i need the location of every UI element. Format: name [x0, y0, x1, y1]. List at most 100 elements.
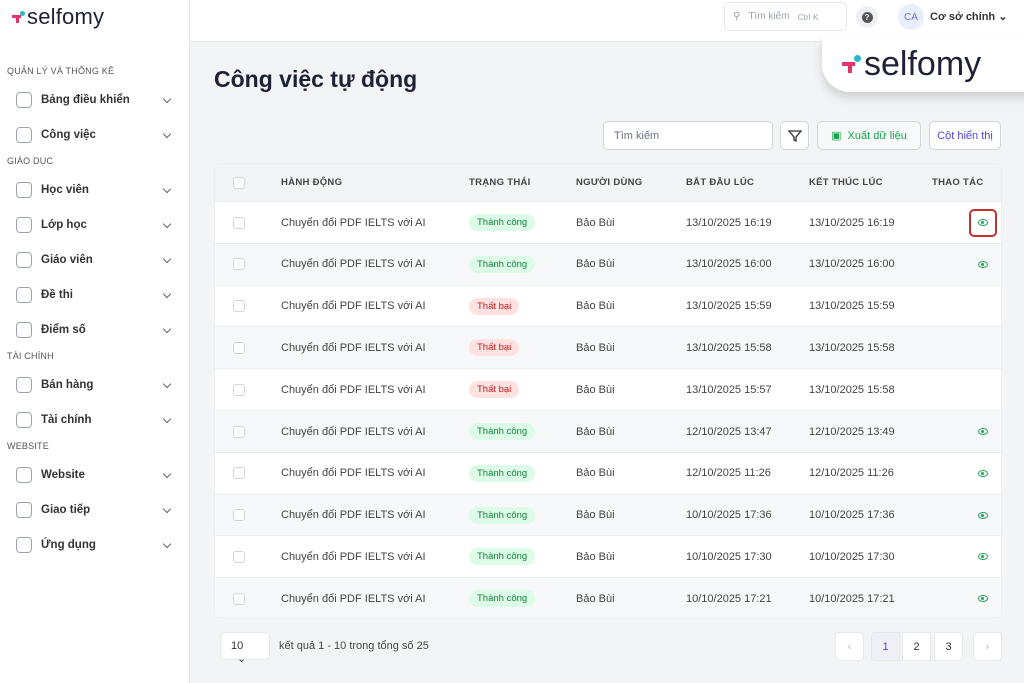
avatar[interactable]: CA: [898, 4, 924, 30]
sidebar-item[interactable]: Công việc: [16, 124, 174, 146]
user-cell: Bảo Bùi: [576, 300, 615, 313]
start-cell: 13/10/2025 15:58: [686, 341, 772, 354]
table-row: Chuyển đổi PDF IELTS với AI Thành công B…: [215, 535, 1001, 577]
eye-icon: [978, 219, 988, 226]
sidebar-item[interactable]: Bán hàng: [16, 374, 174, 396]
logo[interactable]: selfomy: [12, 4, 104, 30]
row-checkbox[interactable]: [233, 550, 245, 563]
table-row: Chuyển đổi PDF IELTS với AI Thất bại Bảo…: [215, 368, 1001, 410]
sidebar-item[interactable]: Học viên: [16, 179, 174, 201]
file-export-icon: ▣: [831, 130, 842, 142]
sidebar-item[interactable]: Đề thi: [16, 284, 174, 306]
help-button[interactable]: ?: [856, 6, 878, 28]
table-header: HÀNH ĐỘNG TRẠNG THÁI NGƯỜI DÙNG BẮT ĐẦU …: [215, 164, 1001, 201]
branch-selector[interactable]: Cơ sở chính ⌄: [930, 11, 1008, 23]
col-start: BẮT ĐẦU LÚC: [686, 177, 755, 188]
table-search-input[interactable]: Tìm kiếm: [603, 121, 773, 150]
task-icon: [16, 127, 32, 143]
exam-icon: [16, 287, 32, 303]
status-badge: Thành công: [469, 423, 536, 440]
sidebar-item[interactable]: Giao tiếp: [16, 499, 174, 521]
result-count: kết quả 1 - 10 trong tổng số 25: [279, 640, 429, 652]
sidebar-item[interactable]: Bảng điều khiển: [16, 89, 174, 111]
chevron-down-icon: [162, 539, 172, 548]
columns-button[interactable]: Cột hiển thị: [929, 121, 1001, 150]
next-page-button[interactable]: ›: [973, 632, 1002, 661]
chevron-down-icon: [162, 184, 172, 193]
table-row: Chuyển đổi PDF IELTS với AI Thành công B…: [215, 242, 1001, 285]
user-cell: Bảo Bùi: [576, 592, 615, 605]
global-search[interactable]: ⚲ Tìm kiếm Ctrl K: [724, 2, 847, 31]
sidebar-section-title: WEBSITE: [7, 441, 49, 451]
filter-button[interactable]: [780, 121, 809, 150]
page-1-button[interactable]: 1: [871, 632, 900, 661]
col-end: KẾT THÚC LÚC: [809, 177, 883, 188]
export-button[interactable]: ▣ Xuất dữ liệu: [817, 121, 921, 150]
row-checkbox[interactable]: [233, 341, 245, 354]
end-cell: 10/10/2025 17:36: [809, 509, 895, 522]
sidebar-item[interactable]: Tài chính: [16, 409, 174, 431]
row-checkbox[interactable]: [233, 509, 245, 522]
view-button[interactable]: [969, 501, 997, 529]
sidebar-item[interactable]: Lớp học: [16, 214, 174, 236]
view-button[interactable]: [969, 543, 997, 571]
table-row: Chuyển đổi PDF IELTS với AI Thất bại Bảo…: [215, 326, 1001, 369]
action-cell: Chuyển đổi PDF IELTS với AI: [281, 383, 426, 396]
action-cell: Chuyển đổi PDF IELTS với AI: [281, 341, 426, 354]
start-cell: 13/10/2025 15:57: [686, 383, 772, 396]
action-cell: Chuyển đổi PDF IELTS với AI: [281, 550, 426, 563]
user-cell: Bảo Bùi: [576, 383, 615, 396]
col-status: TRẠNG THÁI: [469, 177, 531, 188]
view-button[interactable]: [969, 585, 997, 613]
view-button[interactable]: [969, 250, 997, 278]
row-checkbox[interactable]: [233, 258, 245, 271]
status-badge: Thất bại: [469, 339, 520, 357]
sidebar-item[interactable]: Điểm số: [16, 319, 174, 341]
end-cell: 13/10/2025 15:58: [809, 383, 895, 396]
page-2-button[interactable]: 2: [902, 632, 931, 661]
page-size-select[interactable]: 10 ⌄: [220, 632, 270, 665]
jobs-table: HÀNH ĐỘNG TRẠNG THÁI NGƯỜI DÙNG BẮT ĐẦU …: [214, 163, 1002, 618]
col-user: NGƯỜI DÙNG: [576, 177, 643, 188]
grade-icon: [16, 322, 32, 338]
user-cell: Bảo Bùi: [576, 509, 615, 522]
view-button[interactable]: [969, 459, 997, 487]
status-badge: Thành công: [469, 464, 536, 482]
chevron-down-icon: [162, 414, 172, 423]
prev-page-button[interactable]: ‹: [835, 632, 864, 661]
user-cell: Bảo Bùi: [576, 258, 615, 271]
row-checkbox[interactable]: [233, 216, 245, 229]
row-checkbox[interactable]: [233, 467, 245, 480]
sidebar-section-title: TÀI CHÍNH: [7, 351, 54, 361]
user-cell: Bảo Bùi: [576, 341, 615, 354]
search-icon: ⚲: [733, 11, 741, 22]
user-cell: Bảo Bùi: [576, 425, 615, 438]
logo-mark-icon: [12, 10, 25, 24]
eye-icon: [978, 428, 988, 435]
end-cell: 12/10/2025 13:49: [809, 425, 895, 438]
end-cell: 13/10/2025 15:58: [809, 341, 895, 354]
page-3-button[interactable]: 3: [934, 632, 963, 661]
action-cell: Chuyển đổi PDF IELTS với AI: [281, 592, 426, 605]
user-cell: Bảo Bùi: [576, 467, 615, 480]
eye-icon: [978, 469, 988, 477]
user-cell: Bảo Bùi: [576, 550, 615, 563]
eye-icon: [978, 595, 988, 603]
status-badge: Thành công: [469, 590, 536, 608]
sidebar-item[interactable]: Website: [16, 464, 174, 486]
end-cell: 12/10/2025 11:26: [809, 467, 894, 480]
brand-watermark: selfomy: [822, 36, 1024, 92]
row-checkbox[interactable]: [233, 300, 245, 313]
table-row: Chuyển đổi PDF IELTS với AI Thành công B…: [215, 493, 1001, 536]
sidebar-item[interactable]: Giáo viên: [16, 249, 174, 271]
apps-icon: [16, 537, 32, 553]
sidebar-item[interactable]: Ứng dụng: [16, 534, 174, 556]
row-checkbox[interactable]: [233, 592, 245, 605]
select-all-checkbox[interactable]: [233, 176, 245, 189]
view-button[interactable]: [969, 208, 997, 237]
row-checkbox[interactable]: [233, 425, 245, 438]
table-row: Chuyển đổi PDF IELTS với AI Thành công B…: [215, 577, 1001, 617]
view-button[interactable]: [969, 418, 997, 446]
row-checkbox[interactable]: [233, 383, 245, 396]
table-row: Chuyển đổi PDF IELTS với AI Thành công B…: [215, 410, 1001, 452]
